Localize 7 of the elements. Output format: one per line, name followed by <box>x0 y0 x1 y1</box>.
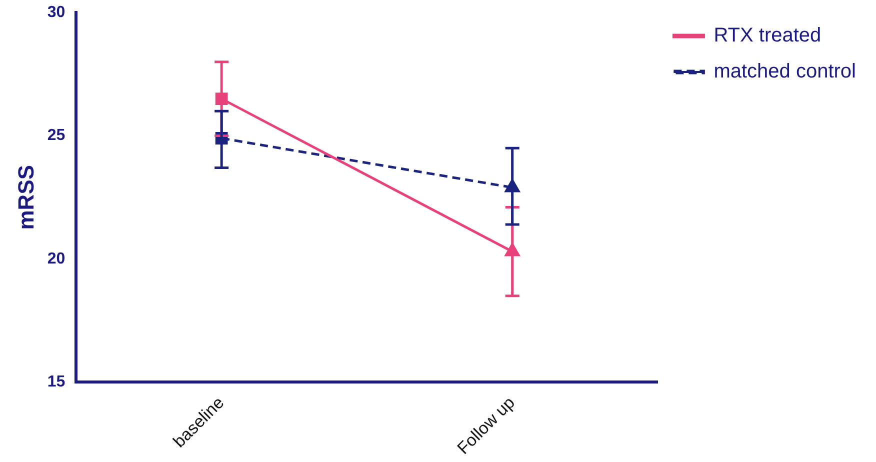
legend-label: matched control <box>714 60 856 83</box>
legend-label: RTX treated <box>714 24 822 47</box>
y-tick-label: 15 <box>47 374 66 391</box>
y-tick-label: 30 <box>47 4 66 22</box>
y-axis-title: mRSS <box>13 164 38 230</box>
y-tick-label: 25 <box>47 127 66 144</box>
y-tick-label: 20 <box>47 250 66 268</box>
